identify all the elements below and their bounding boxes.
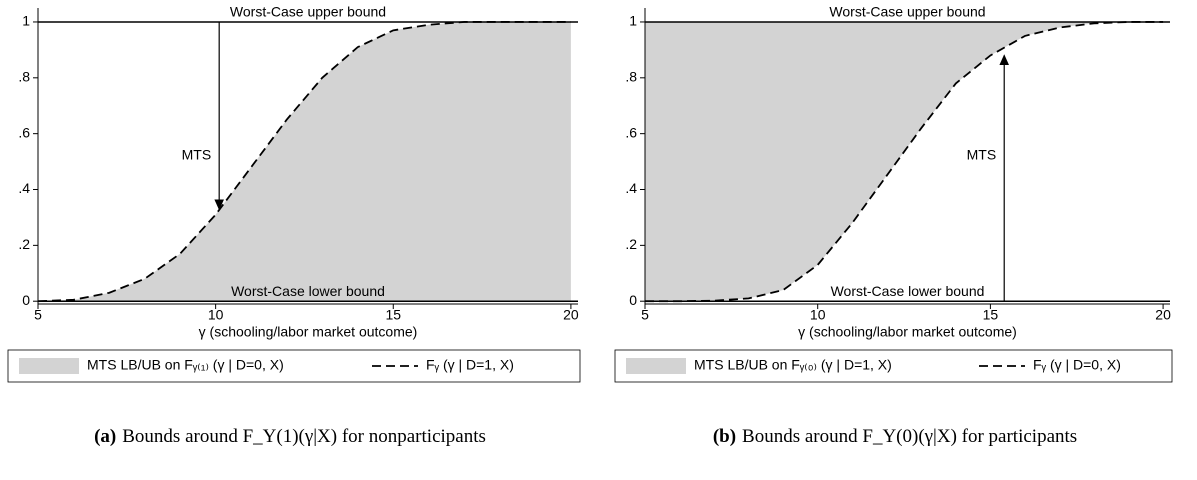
legend-box	[614, 349, 1173, 383]
x-axis-title: γ (schooling/labor market outcome)	[798, 324, 1017, 340]
bound-label: Worst-Case upper bound	[829, 4, 985, 20]
x-tick-label: 15	[983, 307, 999, 323]
bound-label: Worst-Case lower bound	[231, 283, 385, 299]
legend-label: MTS LB/UB on Fᵧ₍₁₎ (γ | D=0, X)	[87, 357, 284, 373]
y-tick-label: .2	[18, 236, 30, 252]
x-tick-label: 10	[208, 307, 224, 323]
bound-label: Worst-Case upper bound	[230, 4, 386, 20]
bound-label: Worst-Case lower bound	[831, 283, 985, 299]
caption: (b) Bounds around F_Y(0)(γ|X) for partici…	[713, 426, 1077, 447]
y-tick-label: 0	[629, 292, 637, 308]
bounds-area	[645, 21, 1164, 302]
x-tick-label: 20	[563, 307, 579, 323]
y-tick-label: .8	[625, 69, 637, 85]
legend-swatch	[19, 358, 79, 374]
y-tick-label: 0	[22, 292, 30, 308]
legend-box	[7, 349, 581, 383]
bounds-area	[38, 21, 571, 302]
legend-label: Fᵧ (γ | D=0, X)	[1033, 357, 1121, 373]
x-tick-label: 10	[810, 307, 826, 323]
y-tick-label: .2	[625, 236, 637, 252]
legend-swatch	[626, 358, 686, 374]
y-tick-label: 1	[629, 13, 637, 29]
x-tick-label: 15	[385, 307, 401, 323]
cdf-line	[37, 21, 571, 303]
caption: (a) Bounds around F_Y(1)(γ|X) for nonpart…	[94, 426, 486, 447]
y-tick-label: .4	[18, 180, 30, 196]
legend-label: MTS LB/UB on Fᵧ₍₀₎ (γ | D=1, X)	[694, 357, 892, 373]
y-tick-label: .8	[18, 69, 30, 85]
x-tick-label: 5	[641, 307, 649, 323]
caption-text: Bounds around F_Y(1)(γ|X) for nonpartici…	[122, 426, 486, 447]
annotation-label: MTS	[182, 147, 212, 163]
y-tick-label: .6	[18, 124, 30, 140]
cdf-line	[645, 21, 1164, 303]
caption-label: (b)	[713, 426, 736, 447]
y-tick-label: .4	[625, 180, 637, 196]
y-tick-label: .6	[625, 124, 637, 140]
x-tick-label: 20	[1155, 307, 1171, 323]
x-tick-label: 5	[34, 307, 42, 323]
annotation-label: MTS	[967, 147, 997, 163]
caption-text: Bounds around F_Y(0)(γ|X) for participan…	[742, 426, 1077, 447]
legend-label: Fᵧ (γ | D=1, X)	[426, 357, 514, 373]
y-tick-label: 1	[22, 13, 30, 29]
x-axis-title: γ (schooling/labor market outcome)	[199, 324, 418, 340]
caption-label: (a)	[94, 426, 116, 447]
